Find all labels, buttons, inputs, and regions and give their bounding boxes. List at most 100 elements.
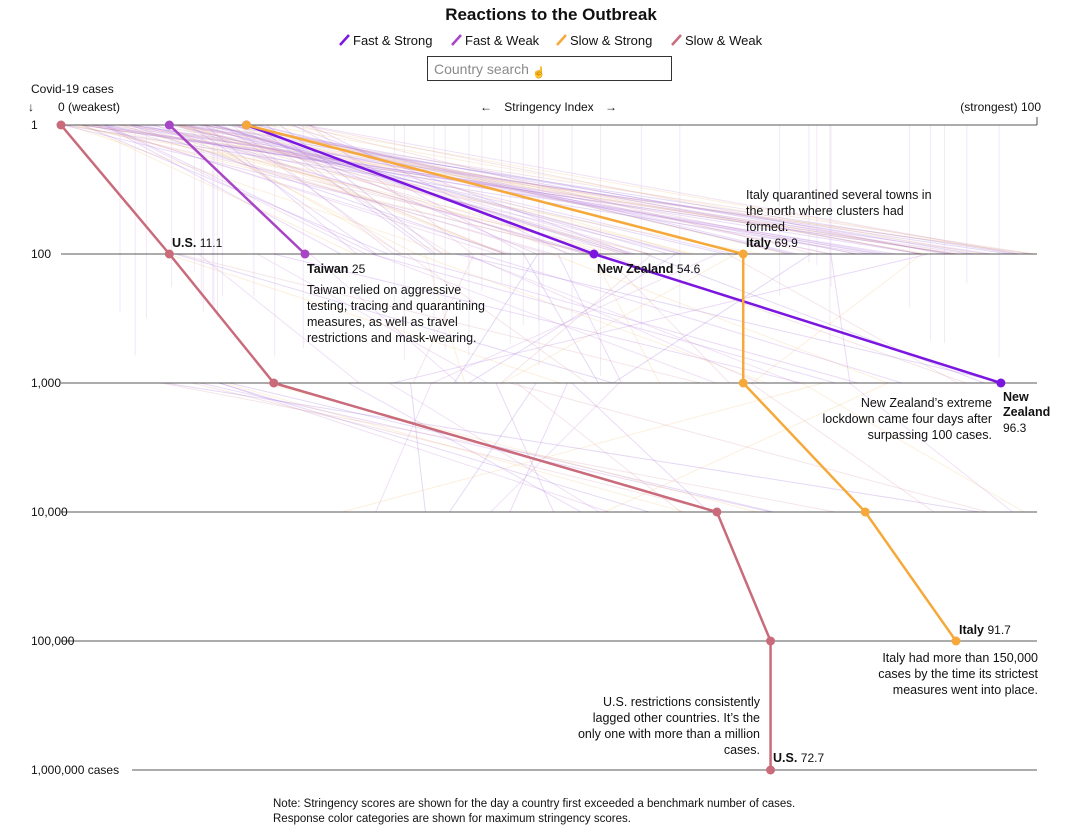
background-line	[106, 124, 376, 255]
legend-label: Fast & Weak	[465, 33, 540, 48]
country-search-input[interactable]: Country search ☝	[427, 56, 672, 81]
data-point	[951, 636, 961, 646]
annotation-us: only one with more than a million	[578, 727, 760, 741]
x-axis-left-label: 0 (weakest)	[58, 100, 120, 114]
background-line	[222, 124, 401, 255]
background-line	[244, 124, 829, 255]
background-line	[612, 253, 812, 384]
point-label-name: U.S.	[773, 751, 801, 765]
point-label-value: 96.3	[1003, 421, 1027, 435]
background-line	[133, 124, 682, 255]
background-line	[801, 382, 1025, 513]
background-line	[189, 124, 377, 255]
point-label-name: Italy	[959, 623, 988, 637]
background-line	[190, 124, 833, 255]
background-line	[373, 253, 716, 384]
background-line	[81, 124, 956, 255]
background-line	[490, 382, 620, 513]
background-line	[727, 253, 958, 384]
data-point	[164, 249, 174, 259]
legend-swatch	[671, 34, 682, 46]
legend-swatch	[339, 34, 350, 46]
background-line	[67, 124, 449, 255]
background-line	[455, 253, 1004, 384]
background-line	[235, 124, 451, 255]
background-line	[204, 124, 358, 255]
background-line	[348, 382, 582, 513]
point-label-value: 69.9	[775, 236, 799, 250]
background-line	[213, 124, 669, 255]
point-label: New Zealand 54.6	[597, 262, 701, 276]
background-line	[185, 124, 631, 255]
background-line	[509, 382, 988, 513]
background-line	[273, 253, 802, 384]
background-line	[604, 382, 889, 513]
y-tick-label: 10,000	[31, 505, 68, 519]
background-line	[232, 124, 949, 255]
annotation-taiwan: testing, tracing and quarantining	[307, 299, 485, 313]
background-line	[84, 124, 1034, 255]
annotation-italy-bottom: measures went into place.	[893, 683, 1038, 697]
point-label: Taiwan 25	[307, 262, 366, 276]
series-line	[168, 124, 306, 255]
legend-swatch	[451, 34, 462, 46]
data-point	[860, 507, 870, 517]
background-line	[224, 382, 685, 513]
background-line	[392, 253, 929, 384]
background-line	[82, 124, 389, 255]
y-tick-label: 1	[31, 118, 38, 132]
point-label-name: New Zealand	[597, 262, 677, 276]
background-line	[305, 124, 1020, 255]
annotation-us: U.S. restrictions consistently	[603, 695, 761, 709]
chart-note: Response color categories are shown for …	[273, 813, 631, 825]
background-line	[120, 124, 922, 255]
annotation-italy-top: Italy quarantined several towns in	[746, 188, 932, 202]
background-line	[495, 382, 555, 513]
annotation-new-zealand: surpassing 100 cases.	[868, 428, 992, 442]
background-line	[179, 124, 951, 255]
background-line	[551, 253, 888, 384]
background-line	[229, 382, 774, 513]
background-line	[90, 124, 511, 255]
background-line	[178, 124, 858, 255]
background-line	[645, 253, 985, 384]
background-line	[603, 253, 730, 384]
background-line	[178, 124, 648, 255]
annotation-new-zealand: lockdown came four days after	[822, 412, 992, 426]
background-line	[213, 124, 649, 255]
arrow-left-icon: ←	[480, 100, 492, 114]
background-line	[296, 124, 815, 255]
background-line	[82, 124, 355, 255]
y-tick-label: 100,000	[31, 634, 75, 648]
background-line	[202, 124, 1034, 255]
background-line	[479, 253, 902, 384]
point-label-name: U.S.	[172, 236, 200, 250]
x-axis-right-label: (strongest) 100	[960, 100, 1041, 114]
background-line	[424, 253, 466, 384]
background-line	[466, 253, 760, 384]
background-line	[226, 124, 921, 255]
background-line	[152, 124, 586, 255]
background-line	[178, 253, 701, 384]
point-label-value: 72.7	[801, 751, 825, 765]
background-line	[266, 124, 436, 255]
background-line	[62, 124, 592, 255]
data-point	[996, 378, 1006, 388]
point-label-name: Zealand	[1003, 405, 1050, 419]
background-line	[167, 253, 561, 384]
annotation-taiwan: restrictions and mask-wearing.	[307, 331, 477, 345]
background-line	[849, 382, 1013, 513]
data-point	[164, 120, 174, 130]
point-label: U.S. 11.1	[172, 236, 223, 250]
annotation-italy-top: the north where clusters had	[746, 204, 904, 218]
annotation-us: lagged other countries. It’s the	[593, 711, 760, 725]
y-tick-label: 1,000	[31, 376, 61, 390]
background-line	[81, 124, 989, 255]
data-point	[589, 249, 599, 259]
background-line	[183, 124, 506, 255]
chart-title: Reactions to the Outbreak	[445, 5, 657, 24]
background-line	[206, 124, 682, 255]
annotation-italy-top: formed.	[746, 220, 788, 234]
background-line	[592, 253, 660, 384]
